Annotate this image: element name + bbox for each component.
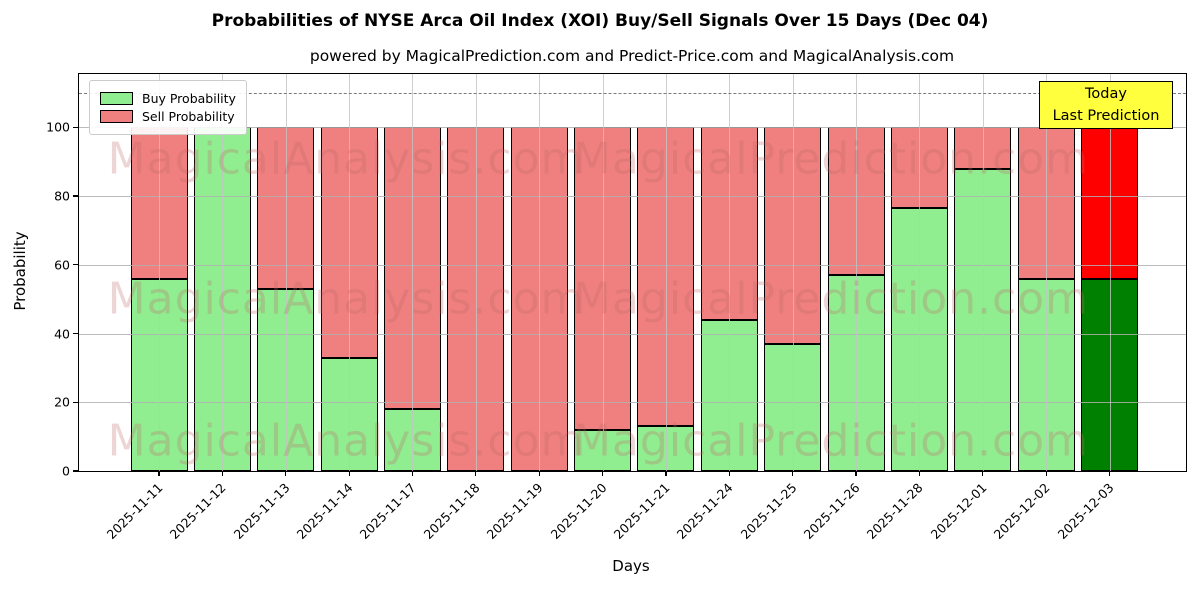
vertical-gridline — [159, 74, 160, 471]
y-tick-label: 0 — [62, 463, 70, 479]
y-tick-mark — [73, 195, 78, 197]
legend-item-sell: Sell Probability — [100, 109, 236, 124]
today-annotation-line2: Last Prediction — [1052, 108, 1160, 124]
vertical-gridline — [475, 74, 477, 471]
chart-subtitle: powered by MagicalPrediction.com and Pre… — [309, 47, 955, 65]
watermark-text: MagicalAnalysis.com — [107, 415, 585, 467]
x-tick-mark — [411, 471, 414, 476]
x-tick-mark — [1045, 471, 1047, 476]
y-tick-label: 20 — [54, 394, 70, 410]
vertical-gridline — [792, 74, 794, 471]
legend: Buy Probability Sell Probability — [89, 80, 247, 135]
x-tick-mark — [982, 471, 984, 476]
x-tick-mark — [918, 471, 921, 476]
y-tick-label: 60 — [54, 257, 70, 273]
vertical-gridline — [349, 74, 351, 471]
vertical-gridline — [285, 74, 287, 471]
vertical-gridline — [665, 74, 667, 471]
x-axis-label: Days — [612, 557, 650, 575]
watermark-text: MagicalAnalysis.com — [107, 133, 585, 185]
y-tick-mark — [73, 401, 78, 403]
y-tick-mark — [73, 126, 78, 128]
horizontal-gridline — [79, 264, 1186, 266]
x-tick-mark — [475, 471, 477, 476]
watermark-text: MagicalPrediction.com — [573, 133, 1089, 185]
y-tick-mark — [73, 332, 78, 335]
watermark-text: MagicalAnalysis.com — [107, 273, 585, 325]
horizontal-gridline — [79, 127, 1186, 129]
reference-dashed-line — [79, 92, 1186, 94]
x-tick-mark — [855, 471, 857, 476]
horizontal-gridline — [79, 402, 1186, 404]
x-tick-mark — [348, 471, 350, 476]
y-tick-label: 40 — [54, 326, 70, 341]
vertical-gridline — [919, 74, 921, 471]
x-tick-mark — [728, 471, 730, 476]
today-annotation: Today Last Prediction — [1039, 81, 1173, 129]
x-tick-mark — [158, 471, 160, 476]
horizontal-gridline — [79, 196, 1186, 198]
y-tick-label: 100 — [46, 119, 70, 135]
today-annotation-line1: Today — [1085, 86, 1127, 102]
vertical-gridline — [1109, 74, 1111, 471]
legend-item-buy: Buy Probability — [100, 91, 236, 106]
vertical-gridline — [856, 74, 858, 471]
legend-buy-label: Buy Probability — [142, 91, 236, 106]
legend-sell-label: Sell Probability — [142, 109, 235, 124]
x-tick-mark — [221, 471, 223, 476]
vertical-gridline — [1046, 74, 1048, 471]
watermark-text: MagicalPrediction.com — [573, 415, 1089, 467]
vertical-gridline — [539, 74, 541, 471]
y-axis-label: Probability — [11, 231, 29, 311]
buy-swatch-icon — [100, 92, 133, 105]
x-tick-mark — [538, 471, 540, 476]
plot-area: Buy Probability Sell Probability Today L… — [46, 73, 1187, 542]
vertical-gridline — [982, 74, 984, 471]
vertical-gridline — [412, 74, 414, 471]
x-tick-mark — [285, 471, 287, 476]
chart-title: Probabilities of NYSE Arca Oil Index (XO… — [211, 11, 989, 31]
x-tick-mark — [792, 471, 794, 476]
watermark-text: MagicalPrediction.com — [573, 273, 1089, 325]
x-tick-mark — [665, 471, 667, 476]
x-tick-label-2025-11-11: 2025-11-11 — [103, 480, 166, 542]
sell-swatch-icon — [100, 110, 133, 123]
vertical-gridline — [729, 74, 731, 471]
vertical-gridline — [222, 74, 224, 471]
vertical-gridline — [602, 74, 604, 471]
horizontal-gridline — [79, 333, 1186, 335]
x-tick-mark — [601, 471, 604, 476]
y-tick-mark — [73, 470, 78, 472]
x-tick-mark — [1108, 471, 1111, 476]
y-tick-label: 80 — [54, 188, 70, 204]
y-tick-mark — [73, 264, 78, 266]
